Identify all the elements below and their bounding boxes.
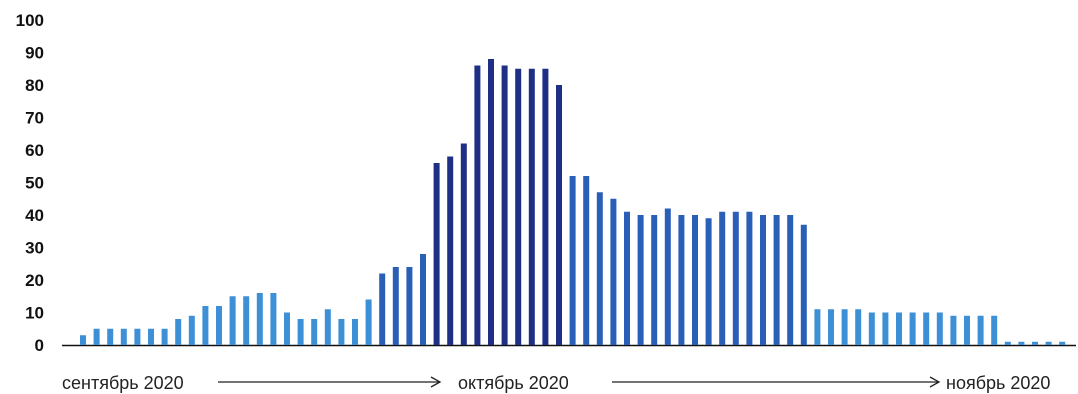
bar: [488, 59, 494, 345]
bar: [515, 68, 522, 345]
bar: [732, 211, 739, 345]
bar: [596, 192, 603, 345]
bar: [392, 267, 399, 345]
bar: [338, 319, 345, 345]
bar: [120, 328, 127, 345]
bar: [188, 315, 195, 345]
bar: [161, 328, 168, 345]
bar: [1004, 341, 1011, 345]
bar: [664, 208, 671, 345]
bar: [678, 215, 685, 345]
bar: [868, 312, 875, 345]
bar: [256, 293, 263, 345]
bar: [651, 215, 658, 345]
y-tick-label: 20: [25, 271, 44, 290]
bar: [896, 312, 902, 345]
bar: [379, 273, 386, 345]
bar: [80, 335, 86, 345]
bar: [950, 315, 957, 345]
bar: [692, 215, 698, 345]
bar: [270, 293, 277, 345]
bar: [148, 328, 154, 345]
bar: [637, 215, 644, 345]
bar: [705, 218, 712, 345]
bar: [909, 312, 916, 345]
bar: [923, 312, 930, 345]
bar: [719, 211, 726, 345]
y-tick-label: 10: [25, 304, 44, 323]
bar: [787, 215, 794, 345]
bar: [882, 312, 889, 345]
bar: [556, 85, 562, 345]
bar: [610, 198, 617, 345]
bar: [583, 176, 590, 345]
x-label-september: сентябрь 2020: [62, 373, 184, 393]
bar: [977, 315, 984, 345]
y-tick-label: 0: [35, 336, 44, 355]
bar: [964, 315, 970, 345]
x-label-october: октябрь 2020: [458, 373, 569, 393]
bar: [433, 163, 440, 345]
bar: [365, 299, 372, 345]
y-tick-label: 90: [25, 44, 44, 63]
bar: [814, 309, 821, 345]
bar: [528, 68, 535, 345]
bar: [773, 215, 780, 345]
bar: [1032, 341, 1038, 345]
bar: [1018, 341, 1025, 345]
bar: [760, 215, 766, 345]
bar: [93, 328, 100, 345]
bar: [134, 328, 141, 345]
bar: [311, 319, 318, 345]
y-tick-label: 40: [25, 206, 44, 225]
bar: [800, 224, 807, 345]
bar: [624, 211, 630, 345]
bar: [991, 315, 998, 345]
bar: [352, 319, 358, 345]
bar: [936, 312, 943, 345]
bar: [828, 309, 834, 345]
arrow-to-october: [218, 376, 442, 388]
bar: [1059, 341, 1066, 345]
bar: [474, 65, 481, 345]
bar: [107, 328, 114, 345]
bar: [841, 309, 848, 345]
bar: [420, 254, 426, 345]
bar: [284, 312, 290, 345]
y-tick-label: 70: [25, 109, 44, 128]
bar: [569, 176, 576, 345]
bar: [460, 143, 467, 345]
bar: [447, 156, 454, 345]
bar: [1045, 341, 1052, 345]
x-label-november: ноябрь 2020: [946, 373, 1050, 393]
bar: [501, 65, 508, 345]
bar: [229, 296, 236, 345]
bar: [243, 296, 250, 345]
y-tick-label: 60: [25, 141, 44, 160]
bar: [324, 309, 331, 345]
bar: [216, 306, 222, 345]
bar: [855, 309, 862, 345]
y-tick-label: 50: [25, 174, 44, 193]
bar: [542, 68, 549, 345]
y-tick-label: 100: [16, 11, 44, 30]
bar: [297, 319, 304, 345]
y-tick-label: 30: [25, 239, 44, 258]
bar: [746, 211, 753, 345]
arrow-to-november: [612, 376, 941, 388]
bar: [202, 306, 209, 345]
bar: [175, 319, 182, 345]
bar: [406, 267, 413, 345]
y-tick-label: 80: [25, 76, 44, 95]
